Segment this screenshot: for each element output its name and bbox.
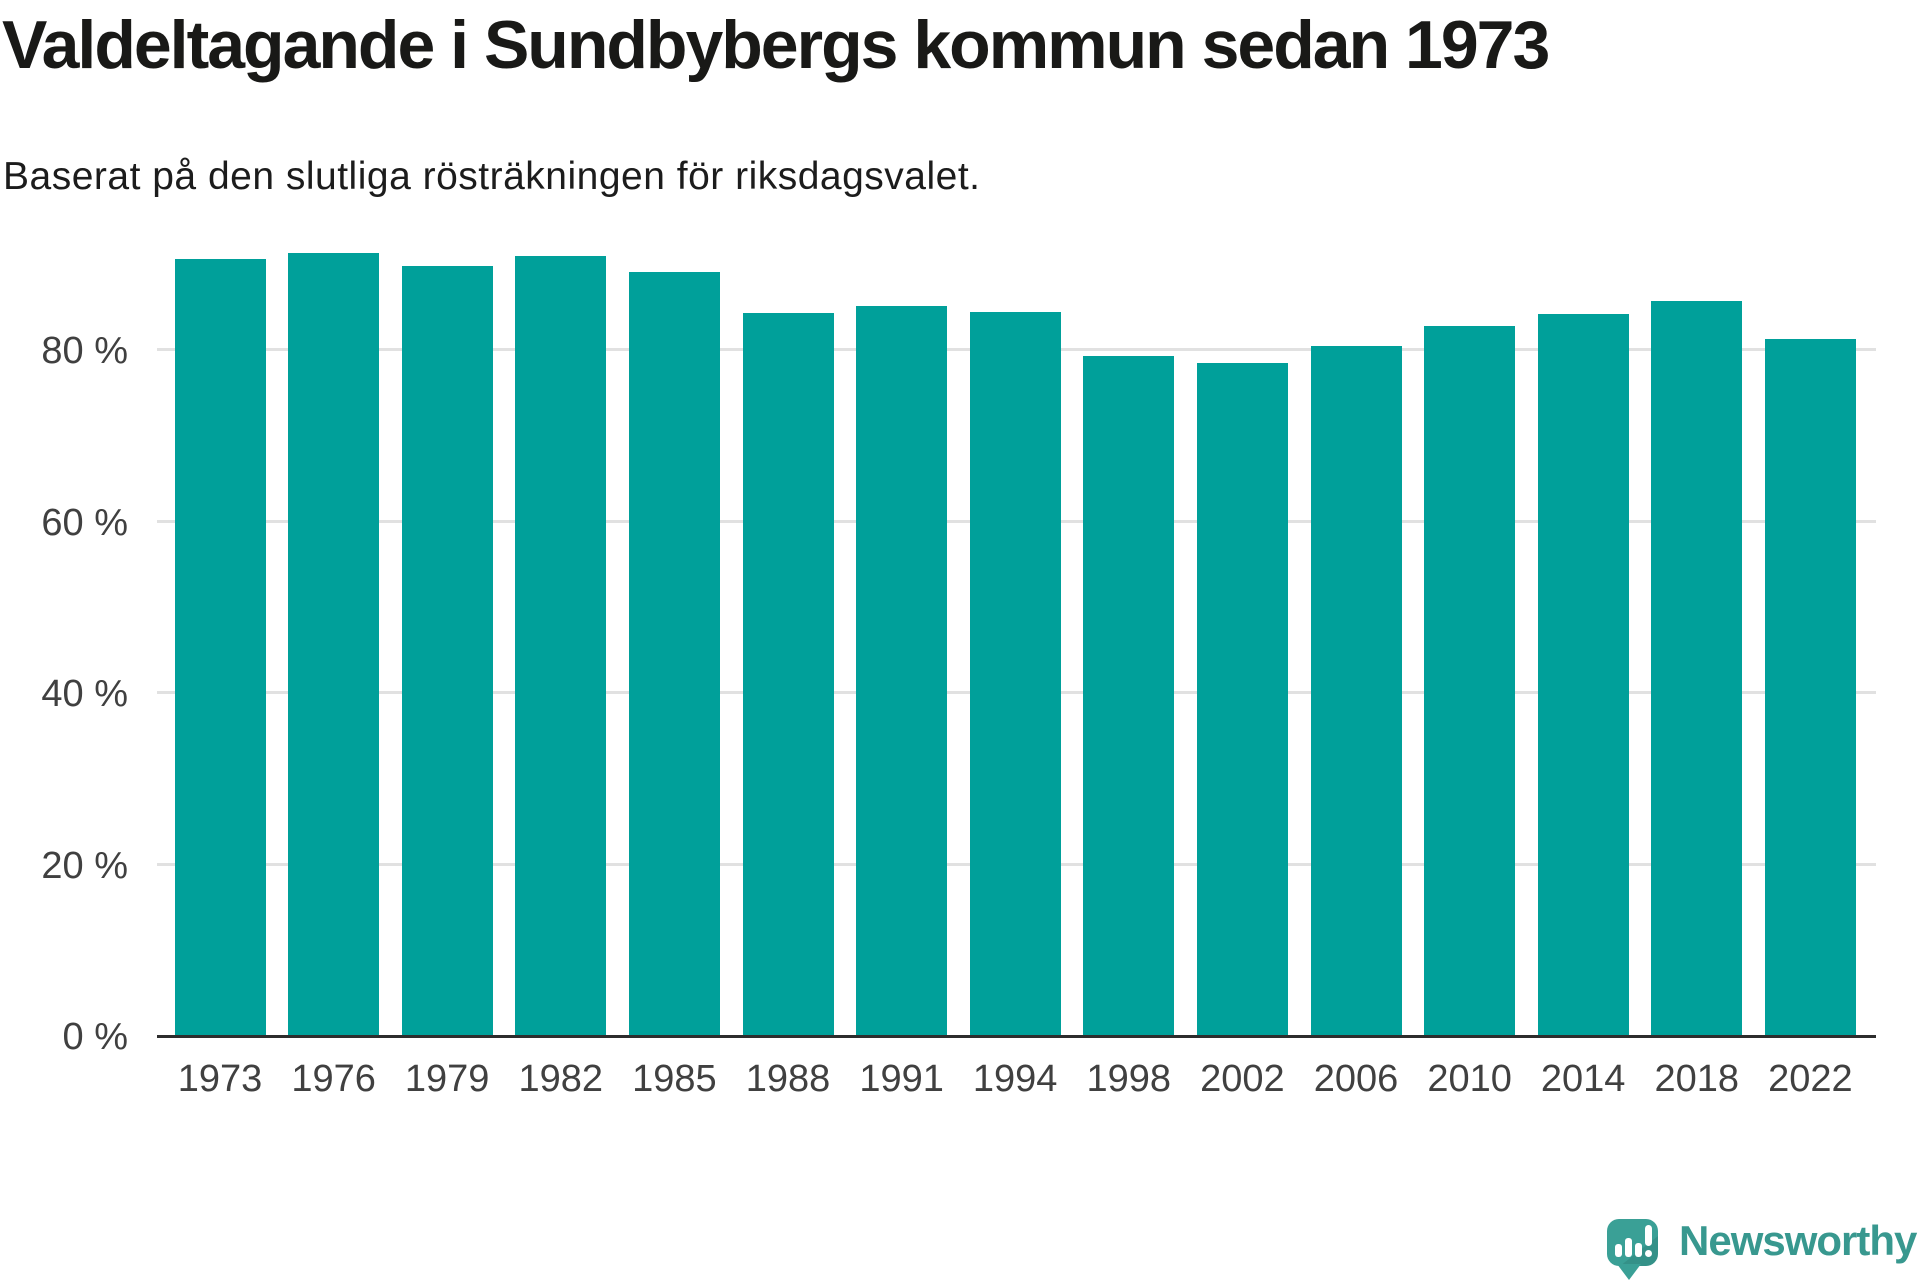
bar-1998: [1083, 356, 1175, 1035]
bar-1979: [401, 265, 493, 1035]
y-axis-tick-label: 80 %: [41, 330, 128, 373]
logo-exclamation-icon: [1645, 1225, 1652, 1246]
x-axis-tick-label: 1988: [745, 1058, 831, 1100]
x-axis-tick-label: 1985: [632, 1058, 717, 1100]
y-axis-tick-label: 0 %: [62, 1016, 128, 1058]
chart-title: Valdeltagande i Sundbybergs kommun sedan…: [2, 7, 1550, 83]
logo-chart-bar-icon: [1625, 1238, 1632, 1257]
logo-speech-bubble-icon: [1607, 1219, 1658, 1266]
x-axis-tick-label: 2014: [1540, 1058, 1626, 1100]
logo-chart-bar-icon: [1635, 1243, 1642, 1257]
bar-2018: [1651, 301, 1743, 1035]
chart-subtitle: Baserat på den slutliga rösträkningen fö…: [3, 155, 981, 198]
logo-bubble-tail: [1617, 1264, 1641, 1280]
x-axis-tick-label: 2002: [1200, 1058, 1285, 1100]
newsworthy-logo: Newsworthy: [1607, 1219, 1917, 1280]
x-axis-tick-label: 1991: [859, 1058, 944, 1100]
x-axis-line: [157, 1035, 1876, 1038]
x-axis-tick-label: 2006: [1313, 1058, 1399, 1100]
x-axis-tick-label: 1973: [177, 1058, 263, 1100]
y-axis-tick-label: 60 %: [41, 501, 128, 544]
bar-1976: [288, 252, 380, 1035]
bar-1985: [628, 271, 720, 1035]
x-axis-tick-label: 2010: [1427, 1058, 1512, 1100]
bar-1982: [515, 256, 607, 1035]
bar-2002: [1196, 363, 1288, 1035]
x-axis-tick-label: 1982: [518, 1058, 604, 1100]
bar-1988: [742, 313, 834, 1035]
bar-2006: [1310, 346, 1402, 1035]
y-axis-tick-label: 20 %: [41, 844, 128, 887]
bar-1973: [174, 258, 266, 1035]
x-axis-tick-label: 1994: [972, 1058, 1058, 1100]
logo-exclamation-dot-icon: [1645, 1250, 1652, 1257]
logo-chart-bar-icon: [1615, 1244, 1622, 1257]
x-axis-tick-label: 1998: [1086, 1058, 1172, 1100]
bar-1991: [856, 305, 948, 1035]
bar-1994: [969, 311, 1061, 1035]
x-axis-tick-label: 2022: [1768, 1058, 1853, 1100]
x-axis-tick-label: 2018: [1654, 1058, 1740, 1100]
bar-2022: [1764, 339, 1856, 1035]
y-axis-tick-label: 40 %: [41, 673, 128, 716]
logo-wordmark: Newsworthy: [1679, 1217, 1917, 1264]
x-axis-tick-label: 1979: [404, 1058, 490, 1100]
bar-2010: [1424, 326, 1516, 1035]
x-axis-tick-label: 1976: [291, 1058, 376, 1100]
bar-2014: [1537, 314, 1629, 1035]
